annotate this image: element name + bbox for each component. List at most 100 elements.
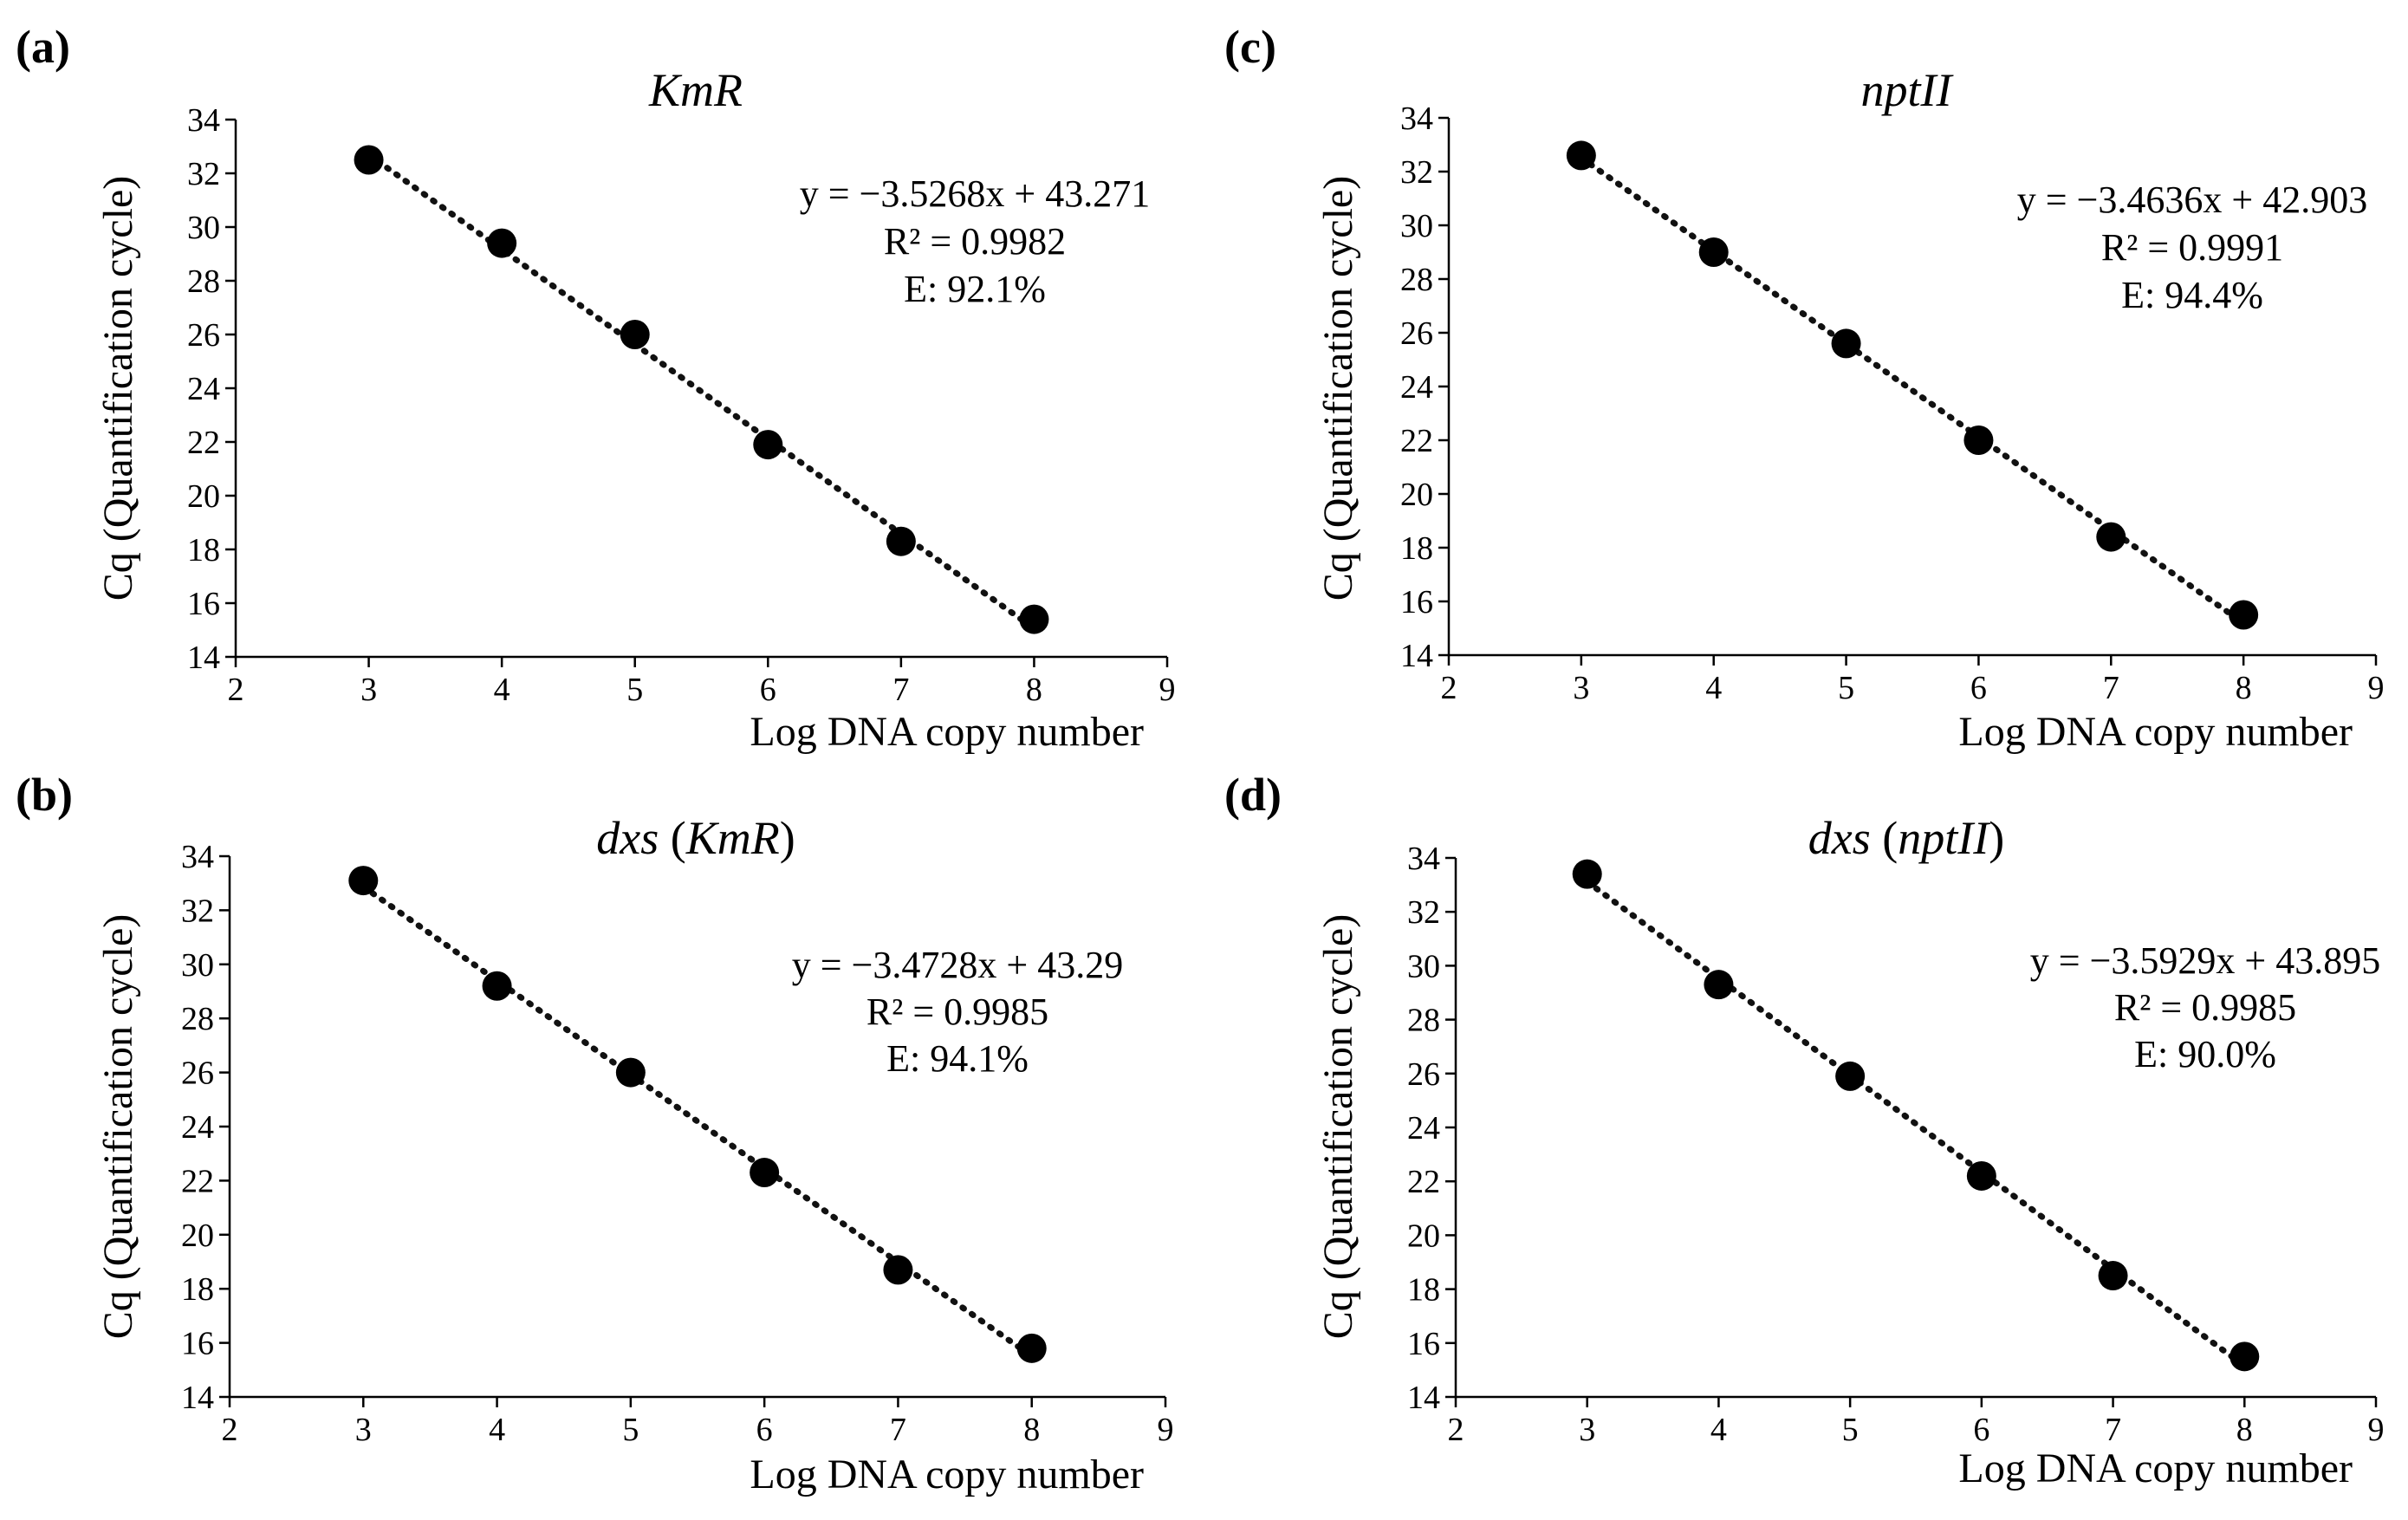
y-tick-label: 28 [1407, 1003, 1440, 1039]
x-tick-label: 9 [2368, 1412, 2385, 1448]
data-point [2096, 522, 2126, 552]
trendline [1584, 878, 2248, 1369]
chart-title-plain-part: ) [1989, 812, 2004, 864]
x-axis-label: Log DNA copy number [1958, 1445, 2353, 1491]
data-point [750, 1158, 780, 1188]
y-tick-label: 18 [1407, 1272, 1440, 1309]
data-point [1016, 1333, 1047, 1363]
y-tick-label: 34 [1400, 101, 1433, 137]
y-tick-label: 18 [187, 532, 220, 568]
chart-title: nptII [1861, 64, 1955, 116]
panel-letter: (d) [1224, 769, 1282, 821]
x-tick-label: 4 [494, 672, 510, 708]
x-tick-label: 5 [1842, 1412, 1859, 1448]
x-axis-label: Log DNA copy number [1958, 709, 2353, 755]
y-tick-label: 30 [1400, 208, 1433, 244]
x-tick-label: 3 [1579, 1412, 1595, 1448]
x-tick-label: 4 [1710, 1412, 1727, 1448]
chart-title: dxs (nptII) [1808, 812, 2004, 864]
x-tick-label: 3 [355, 1412, 372, 1448]
x-tick-label: 4 [1705, 670, 1722, 706]
y-tick-label: 32 [1407, 894, 1440, 931]
chart-title-italic-part: KmR [648, 64, 743, 116]
x-tick-label: 8 [1026, 672, 1042, 708]
x-tick-label: 7 [2103, 670, 2119, 706]
x-tick-label: 8 [2236, 670, 2252, 706]
y-tick-label: 24 [1400, 369, 1433, 406]
y-tick-label: 22 [1407, 1164, 1440, 1200]
trendline [366, 152, 1037, 632]
r-squared-label: R² = 0.9991 [2101, 226, 2283, 269]
y-tick-label: 22 [187, 425, 220, 461]
y-tick-label: 24 [181, 1109, 214, 1146]
y-tick-label: 24 [1407, 1110, 1440, 1146]
data-point [1572, 859, 1602, 889]
data-point [2229, 600, 2259, 630]
y-tick-label: 20 [181, 1218, 214, 1254]
chart-title-plain-part: ( [659, 812, 685, 864]
chart-title-italic-part: nptII [1861, 64, 1955, 116]
x-tick-label: 6 [756, 1412, 773, 1448]
efficiency-label: E: 94.4% [2121, 274, 2263, 316]
x-tick-label: 8 [2236, 1412, 2253, 1448]
chart-title: KmR [648, 64, 743, 116]
y-tick-label: 26 [1407, 1056, 1440, 1093]
x-tick-label: 7 [890, 1412, 906, 1448]
y-tick-label: 22 [1400, 423, 1433, 459]
y-tick-label: 28 [181, 1001, 214, 1037]
x-tick-label: 2 [1441, 670, 1457, 706]
y-tick-label: 14 [187, 640, 220, 676]
y-tick-label: 34 [181, 839, 214, 875]
chart-title-italic-part: KmR [685, 812, 780, 864]
y-tick-label: 14 [181, 1380, 214, 1416]
y-tick-label: 26 [181, 1056, 214, 1092]
data-point [620, 320, 650, 349]
data-point [1835, 1061, 1866, 1091]
x-tick-label: 6 [1970, 670, 1987, 706]
y-tick-label: 30 [187, 210, 220, 246]
y-tick-label: 16 [1400, 584, 1433, 620]
x-tick-label: 5 [626, 672, 643, 708]
x-tick-label: 5 [1838, 670, 1854, 706]
x-tick-label: 5 [622, 1412, 639, 1448]
regression-equation: y = −3.5268x + 43.271 [800, 172, 1150, 215]
y-tick-label: 16 [187, 586, 220, 622]
x-tick-label: 9 [2368, 670, 2385, 706]
y-axis-label: Cq (Quantification cycle) [1315, 176, 1361, 601]
y-tick-label: 32 [181, 893, 214, 929]
data-point [1019, 604, 1049, 634]
y-tick-label: 28 [187, 263, 220, 300]
y-tick-label: 22 [181, 1163, 214, 1199]
x-tick-label: 4 [489, 1412, 505, 1448]
y-tick-label: 30 [181, 947, 214, 984]
y-tick-label: 30 [1407, 948, 1440, 984]
trendline [1578, 154, 2247, 627]
y-tick-label: 20 [1407, 1218, 1440, 1254]
panel-letter: (a) [16, 21, 70, 73]
y-tick-label: 32 [187, 156, 220, 192]
x-tick-label: 8 [1023, 1412, 1040, 1448]
y-tick-label: 28 [1400, 262, 1433, 298]
x-tick-label: 2 [1448, 1412, 1464, 1448]
regression-equation: y = −3.5929x + 43.895 [2030, 939, 2380, 982]
r-squared-label: R² = 0.9985 [866, 991, 1048, 1033]
x-tick-label: 3 [1573, 670, 1589, 706]
panel-letter: (b) [16, 769, 73, 821]
data-point [1698, 237, 1729, 267]
x-tick-label: 9 [1158, 1412, 1174, 1448]
efficiency-label: E: 94.1% [886, 1037, 1029, 1080]
efficiency-label: E: 90.0% [2134, 1033, 2276, 1075]
regression-equation: y = −3.4728x + 43.29 [792, 944, 1123, 986]
data-point [1566, 140, 1596, 171]
data-point [482, 971, 512, 1001]
x-tick-label: 7 [2105, 1412, 2121, 1448]
data-point [753, 430, 783, 460]
data-point [2098, 1261, 2128, 1291]
data-point [1963, 425, 1994, 455]
chart-title: dxs (KmR) [596, 812, 795, 864]
x-axis-label: Log DNA copy number [750, 1452, 1144, 1497]
y-tick-label: 34 [187, 102, 220, 139]
